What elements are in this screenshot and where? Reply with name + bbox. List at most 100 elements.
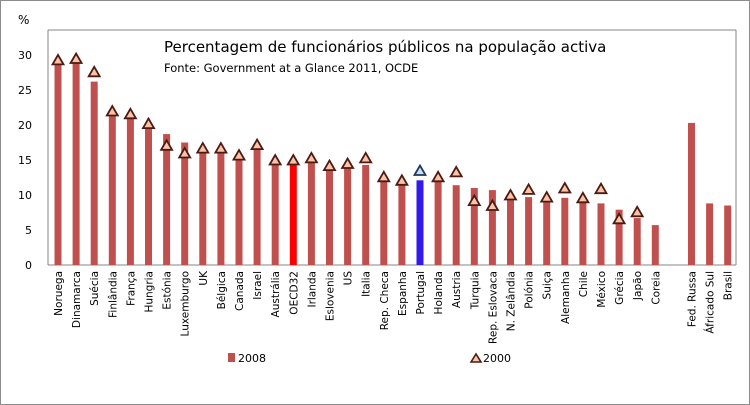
bar-2008: [597, 203, 605, 265]
bar-2008: [706, 203, 714, 265]
bar-2008: [199, 149, 207, 265]
bars-2008: [54, 62, 732, 266]
bar-2008: [307, 160, 315, 265]
x-tick-label: Holanda: [433, 271, 445, 314]
bar-2008: [163, 134, 171, 265]
bar-2008: [380, 179, 388, 265]
y-tick-label: 30: [18, 49, 32, 62]
bar-2008: [145, 125, 152, 265]
marker-2000: [612, 212, 627, 225]
bar-2008: [525, 197, 533, 265]
marker-2000: [340, 156, 355, 169]
y-tick-label: 25: [18, 84, 32, 97]
x-tick-label: França: [125, 271, 137, 306]
marker-2000: [539, 190, 554, 203]
x-tick-label: Austria: [451, 271, 463, 308]
x-tick-label: Espanha: [397, 271, 409, 316]
chart-title: Percentagem de funcionários públicos na …: [164, 38, 606, 56]
marker-2000: [69, 51, 84, 64]
bar-2008: [452, 185, 460, 265]
marker-2000: [358, 151, 373, 164]
x-tick-label: Luxemburgo: [180, 271, 192, 336]
marker-2000: [159, 138, 174, 151]
bar-2008: [126, 118, 134, 265]
bar-2008: [615, 209, 623, 265]
bar-2008: [72, 62, 80, 265]
bar-2008: [651, 225, 659, 265]
x-tick-label: Noruega: [53, 271, 65, 316]
x-tick-label: Austrália: [270, 271, 282, 317]
bar-2008: [90, 81, 98, 265]
markers-2000: [50, 51, 645, 225]
marker-2000: [304, 151, 319, 164]
chart-subtitle: Fonte: Government at a Glance 2011, OCDE: [164, 61, 418, 75]
marker-2000: [431, 170, 446, 183]
x-tick-label: Bélgica: [216, 271, 228, 309]
x-tick-label: Polónia: [524, 271, 536, 309]
bar-2008: [507, 196, 514, 265]
x-tick-label: OECD32: [288, 271, 300, 315]
x-tick-label: UK: [198, 270, 210, 286]
bar-2008: [289, 163, 297, 265]
marker-2000: [521, 182, 536, 195]
x-tick-label: Eslovenia: [325, 271, 337, 321]
y-tick-label: 15: [18, 154, 32, 167]
bar-2008: [688, 122, 695, 266]
bar-2008: [235, 156, 243, 265]
marker-2000: [177, 146, 192, 159]
bar-2008: [326, 170, 333, 265]
bar-2008: [434, 181, 442, 265]
bar-2008: [724, 205, 732, 265]
x-tick-label: Fed. Russa: [687, 271, 699, 327]
x-tick-label: Israel: [252, 271, 264, 300]
bar-2008: [344, 167, 352, 265]
bar-2008: [108, 111, 116, 265]
bar-2008: [181, 142, 189, 265]
marker-2000: [630, 205, 645, 218]
x-tick-label: Irlanda: [306, 271, 318, 308]
y-tick-label: 20: [18, 119, 32, 132]
x-tick-label: Dinamarca: [71, 271, 83, 328]
marker-2000: [105, 104, 120, 117]
marker-2000: [250, 137, 265, 151]
bar-2008: [54, 62, 62, 265]
legend-triangle-2000-icon: [469, 352, 483, 363]
y-tick-label: 10: [18, 189, 32, 202]
marker-2000: [575, 191, 590, 204]
x-tick-label: Finlândia: [107, 271, 119, 318]
marker-2000: [467, 193, 482, 207]
marker-2000: [213, 141, 228, 154]
x-tick-label: México: [596, 271, 608, 308]
y-tick-label: 5: [25, 224, 32, 237]
marker-2000: [141, 116, 156, 130]
x-tick-label: Hungria: [144, 271, 156, 313]
bar-2008: [579, 200, 587, 265]
x-tick-label: Alemanha: [560, 271, 572, 324]
marker-2000: [412, 163, 428, 176]
marker-2000: [195, 141, 210, 154]
marker-2000: [286, 153, 301, 166]
marker-2000: [268, 153, 283, 166]
legend-swatch-2008: [228, 353, 235, 362]
marker-2000: [322, 158, 337, 172]
x-tick-label: Portugal: [415, 271, 427, 315]
x-tick-label: Coreia: [650, 271, 662, 305]
legend-label-2000: 2000: [483, 352, 511, 365]
y-tick-label: 0: [25, 259, 32, 272]
x-tick-label: Canada: [234, 271, 246, 311]
bar-2008: [633, 218, 641, 265]
legend-label-2008: 2008: [238, 352, 266, 365]
x-tick-label: Suiça: [542, 271, 554, 299]
x-tick-label: US: [343, 271, 355, 286]
marker-2000: [593, 181, 609, 195]
bar-2008: [488, 190, 496, 265]
x-tick-label: Turquia: [469, 271, 481, 310]
bar-2008: [217, 149, 225, 265]
x-tick-label: Rep. Eslovaca: [487, 271, 499, 344]
bar-2008: [543, 198, 551, 265]
x-tick-label: Brasil: [723, 271, 735, 300]
x-tick-labels: Noruega Dinamarca Suécia Finlândia França Hun…: [53, 270, 735, 344]
x-tick-label: N. Zelândia: [506, 271, 518, 331]
x-tick-label: Chile: [578, 271, 590, 297]
